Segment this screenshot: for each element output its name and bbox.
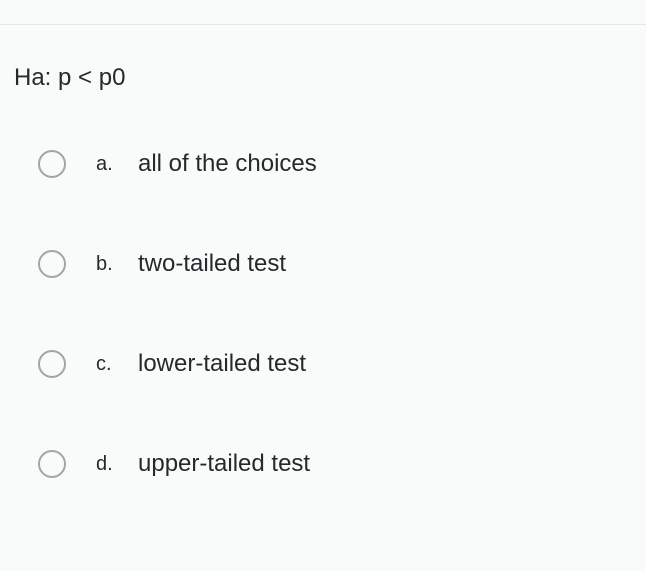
option-row-a[interactable]: a. all of the choices bbox=[38, 150, 626, 178]
option-text-d: upper-tailed test bbox=[138, 450, 310, 478]
option-letter-b: b. bbox=[96, 253, 124, 276]
radio-a[interactable] bbox=[38, 150, 66, 178]
option-letter-d: d. bbox=[96, 453, 124, 476]
options-list: a. all of the choices b. two-tailed test… bbox=[38, 150, 626, 550]
radio-b[interactable] bbox=[38, 250, 66, 278]
option-letter-c: c. bbox=[96, 353, 124, 376]
quiz-page: Ha: p < p0 a. all of the choices b. two-… bbox=[0, 0, 646, 571]
option-text-c: lower-tailed test bbox=[138, 350, 306, 378]
radio-d[interactable] bbox=[38, 450, 66, 478]
option-text-b: two-tailed test bbox=[138, 250, 286, 278]
radio-c[interactable] bbox=[38, 350, 66, 378]
question-text: Ha: p < p0 bbox=[14, 64, 125, 92]
option-row-d[interactable]: d. upper-tailed test bbox=[38, 450, 626, 478]
top-divider bbox=[0, 24, 646, 25]
option-letter-a: a. bbox=[96, 153, 124, 176]
option-row-c[interactable]: c. lower-tailed test bbox=[38, 350, 626, 378]
option-row-b[interactable]: b. two-tailed test bbox=[38, 250, 626, 278]
option-text-a: all of the choices bbox=[138, 150, 317, 178]
